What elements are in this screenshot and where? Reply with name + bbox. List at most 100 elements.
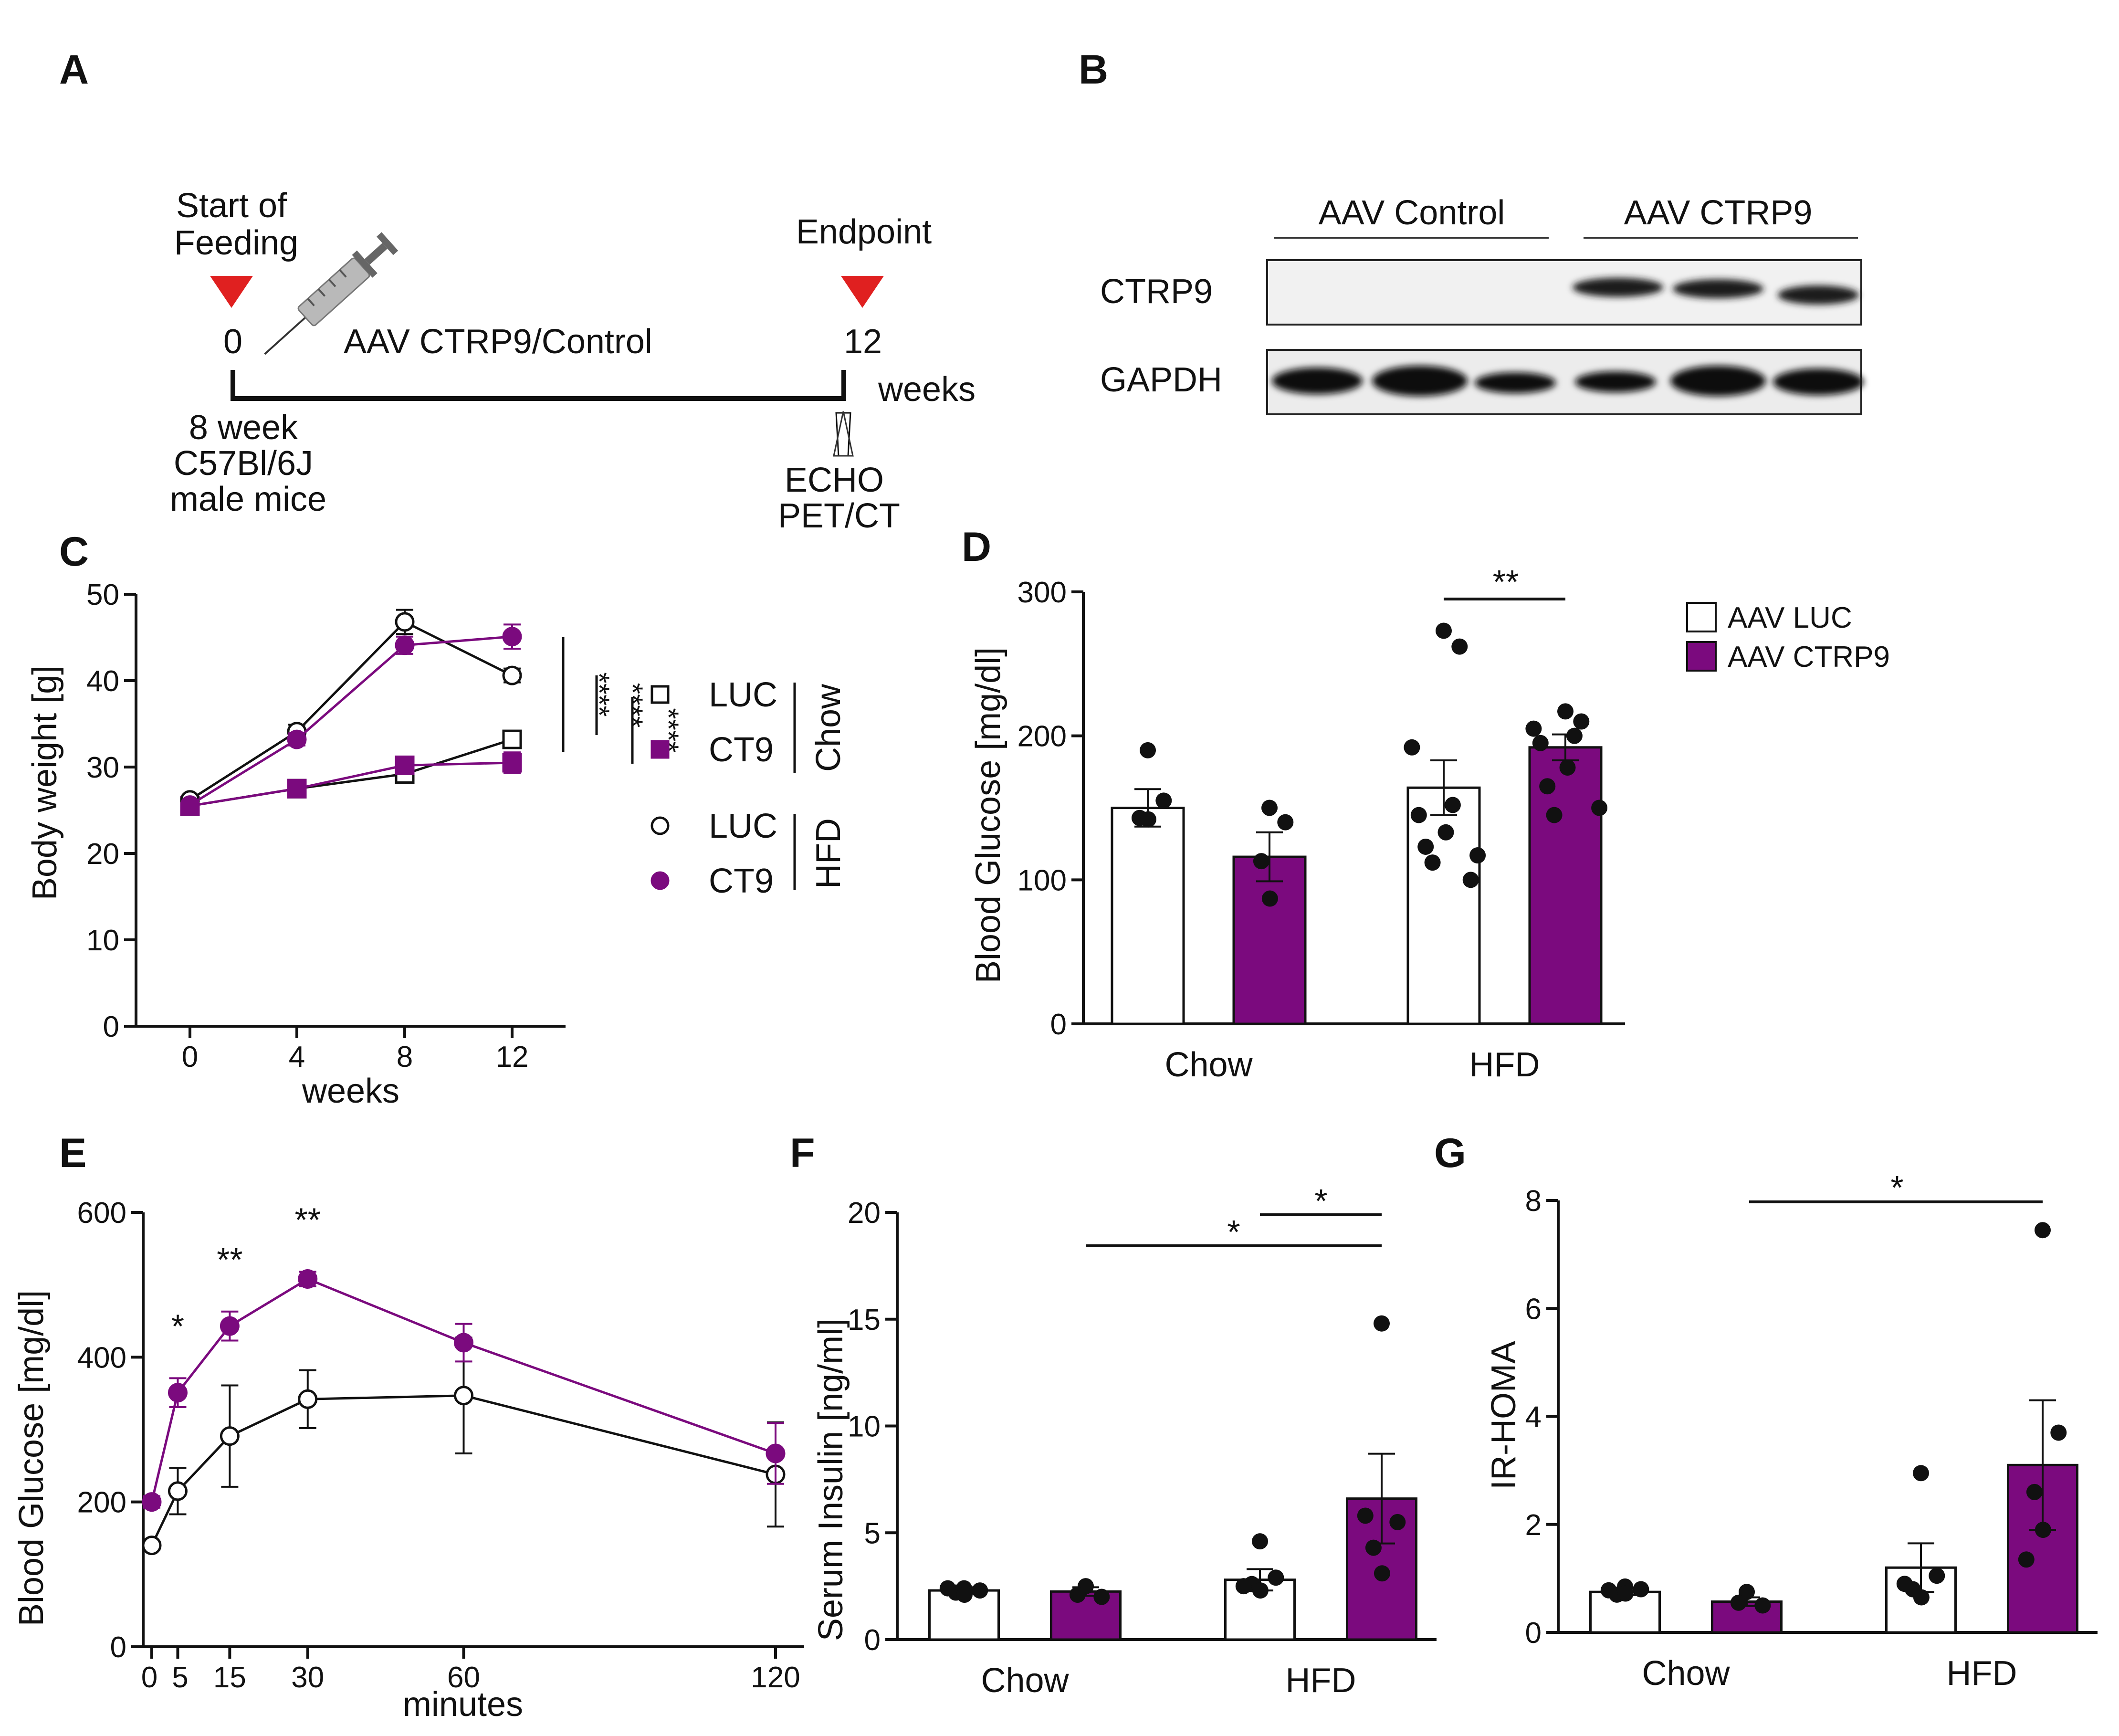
data-point xyxy=(220,1316,240,1336)
data-point xyxy=(1252,1582,1269,1599)
legend-group-label: HFD xyxy=(809,818,848,889)
y-tick-label: 200 xyxy=(1018,720,1067,753)
data-point xyxy=(2026,1483,2043,1500)
data-point xyxy=(298,1269,318,1289)
data-point xyxy=(1374,1315,1390,1332)
data-point xyxy=(1730,1594,1747,1611)
significance-stars: ** xyxy=(1493,563,1519,600)
y-tick-label: 300 xyxy=(1018,576,1067,609)
chart-c-xlabel: weeks xyxy=(302,1072,399,1110)
chart-e-ylabel: Blood Glucose [mg/dl] xyxy=(12,1290,51,1626)
start-of-feeding-label: Start of Feeding xyxy=(174,187,298,262)
data-point xyxy=(1573,713,1590,730)
x-tick-label: 60 xyxy=(447,1661,480,1694)
legend-marker xyxy=(650,871,670,890)
data-point xyxy=(1140,742,1156,758)
data-point xyxy=(287,779,307,799)
data-point xyxy=(168,1481,188,1501)
category-label: Chow xyxy=(1164,1046,1253,1084)
y-tick-label: 600 xyxy=(77,1197,126,1230)
series-line xyxy=(189,761,513,807)
data-point xyxy=(1617,1585,1634,1602)
panel-label-e: E xyxy=(59,1130,86,1176)
chart-c-ylabel: Body weight [g] xyxy=(26,665,64,900)
data-point xyxy=(1539,778,1556,795)
chart-e-xlabel: minutes xyxy=(403,1685,523,1724)
panel-label-g: G xyxy=(1434,1130,1466,1176)
bar xyxy=(1111,807,1185,1025)
panel-label-c: C xyxy=(59,529,89,575)
data-point xyxy=(1404,739,1420,756)
blot-row-label-ctrp9: CTRP9 xyxy=(1100,273,1213,311)
red-triangle-icon xyxy=(841,276,884,308)
y-tick-label: 4 xyxy=(1525,1401,1542,1434)
legend-label: LUC xyxy=(709,807,777,845)
data-point xyxy=(1444,797,1461,813)
data-point xyxy=(1268,1569,1284,1586)
legend-label-ctrp9: AAV CTRP9 xyxy=(1728,641,1890,673)
series-line xyxy=(189,635,513,806)
data-point xyxy=(1451,638,1468,655)
timeline-diagram: Start of Feeding Endpoint 0 12 AAV CTRP9… xyxy=(170,187,976,535)
data-point xyxy=(220,1426,240,1446)
category-label: HFD xyxy=(1947,1654,2017,1693)
timeline-end-tick: 12 xyxy=(844,323,882,361)
data-point xyxy=(972,1582,988,1599)
legend-label-luc: AAV LUC xyxy=(1728,601,1852,634)
mice-line-3: male mice xyxy=(170,480,326,518)
y-tick-label: 5 xyxy=(864,1517,881,1550)
data-point xyxy=(502,665,522,685)
category-label: HFD xyxy=(1469,1046,1540,1084)
data-point xyxy=(1410,807,1427,823)
x-tick-label: 120 xyxy=(751,1661,800,1694)
data-point xyxy=(1436,622,1452,639)
y-tick-label: 15 xyxy=(848,1304,881,1336)
legend-label: CT9 xyxy=(709,731,774,769)
significance-stars: * xyxy=(1227,1213,1240,1251)
data-point xyxy=(395,755,415,775)
data-point xyxy=(298,1389,318,1409)
red-triangle-icon xyxy=(210,276,253,308)
blot-group-label-control: AAV Control xyxy=(1319,194,1505,232)
series-line xyxy=(189,738,513,807)
y-tick-label: 20 xyxy=(86,838,119,871)
y-tick-label: 0 xyxy=(110,1631,126,1664)
chart-e-gtt: Blood Glucose [mg/dl] minutes 0200400600… xyxy=(12,1197,804,1724)
blot-group-label-ctrp9: AAV CTRP9 xyxy=(1624,194,1813,232)
chart-d-ylabel: Blood Glucose [mg/dl] xyxy=(969,647,1007,983)
readouts-label: ECHO PET/CT xyxy=(778,461,900,535)
blot-strip-ctrp9 xyxy=(1266,259,1862,326)
x-tick-label: 30 xyxy=(291,1661,324,1694)
legend-label: LUC xyxy=(709,676,777,714)
panel-label-d: D xyxy=(962,524,991,570)
panel-label-a: A xyxy=(59,47,89,93)
data-point xyxy=(1277,814,1294,831)
y-tick-label: 20 xyxy=(848,1197,881,1230)
data-point xyxy=(1557,703,1574,720)
y-tick-label: 10 xyxy=(848,1410,881,1443)
legend-swatch-luc xyxy=(1686,602,1717,632)
legend-group-label: Chow xyxy=(809,684,848,772)
x-tick-label: 12 xyxy=(496,1041,529,1073)
y-tick-label: 6 xyxy=(1525,1293,1542,1326)
data-point xyxy=(1437,824,1454,841)
series-line xyxy=(189,620,513,801)
chart-f-ylabel: Serum Insulin [ng/ml] xyxy=(812,1318,850,1641)
data-point xyxy=(1462,872,1479,888)
data-point xyxy=(180,795,200,815)
western-blot: AAV Control AAV CTRP9 CTRP9 GAPDH xyxy=(1100,194,1864,415)
chart-d-blood-glucose: Blood Glucose [mg/dl] 0 100 200 300 Chow HFD *… xyxy=(969,563,1625,1084)
significance-stars: ** xyxy=(295,1201,321,1238)
data-point xyxy=(956,1587,973,1603)
y-tick-label: 0 xyxy=(1525,1617,1542,1650)
blot-bands-ctrp9 xyxy=(1573,278,1859,305)
data-point xyxy=(287,729,307,749)
bar xyxy=(1528,746,1603,1025)
readouts-line-1: ECHO xyxy=(785,461,884,499)
data-point xyxy=(454,1386,473,1406)
data-point xyxy=(454,1333,473,1353)
data-point xyxy=(142,1536,162,1556)
legend-label: CT9 xyxy=(709,862,774,900)
data-point xyxy=(1389,1514,1406,1530)
chart-f-insulin: Serum Insulin [ng/ml] 0 5 10 15 20 Chow HFD * * xyxy=(812,1182,1437,1700)
